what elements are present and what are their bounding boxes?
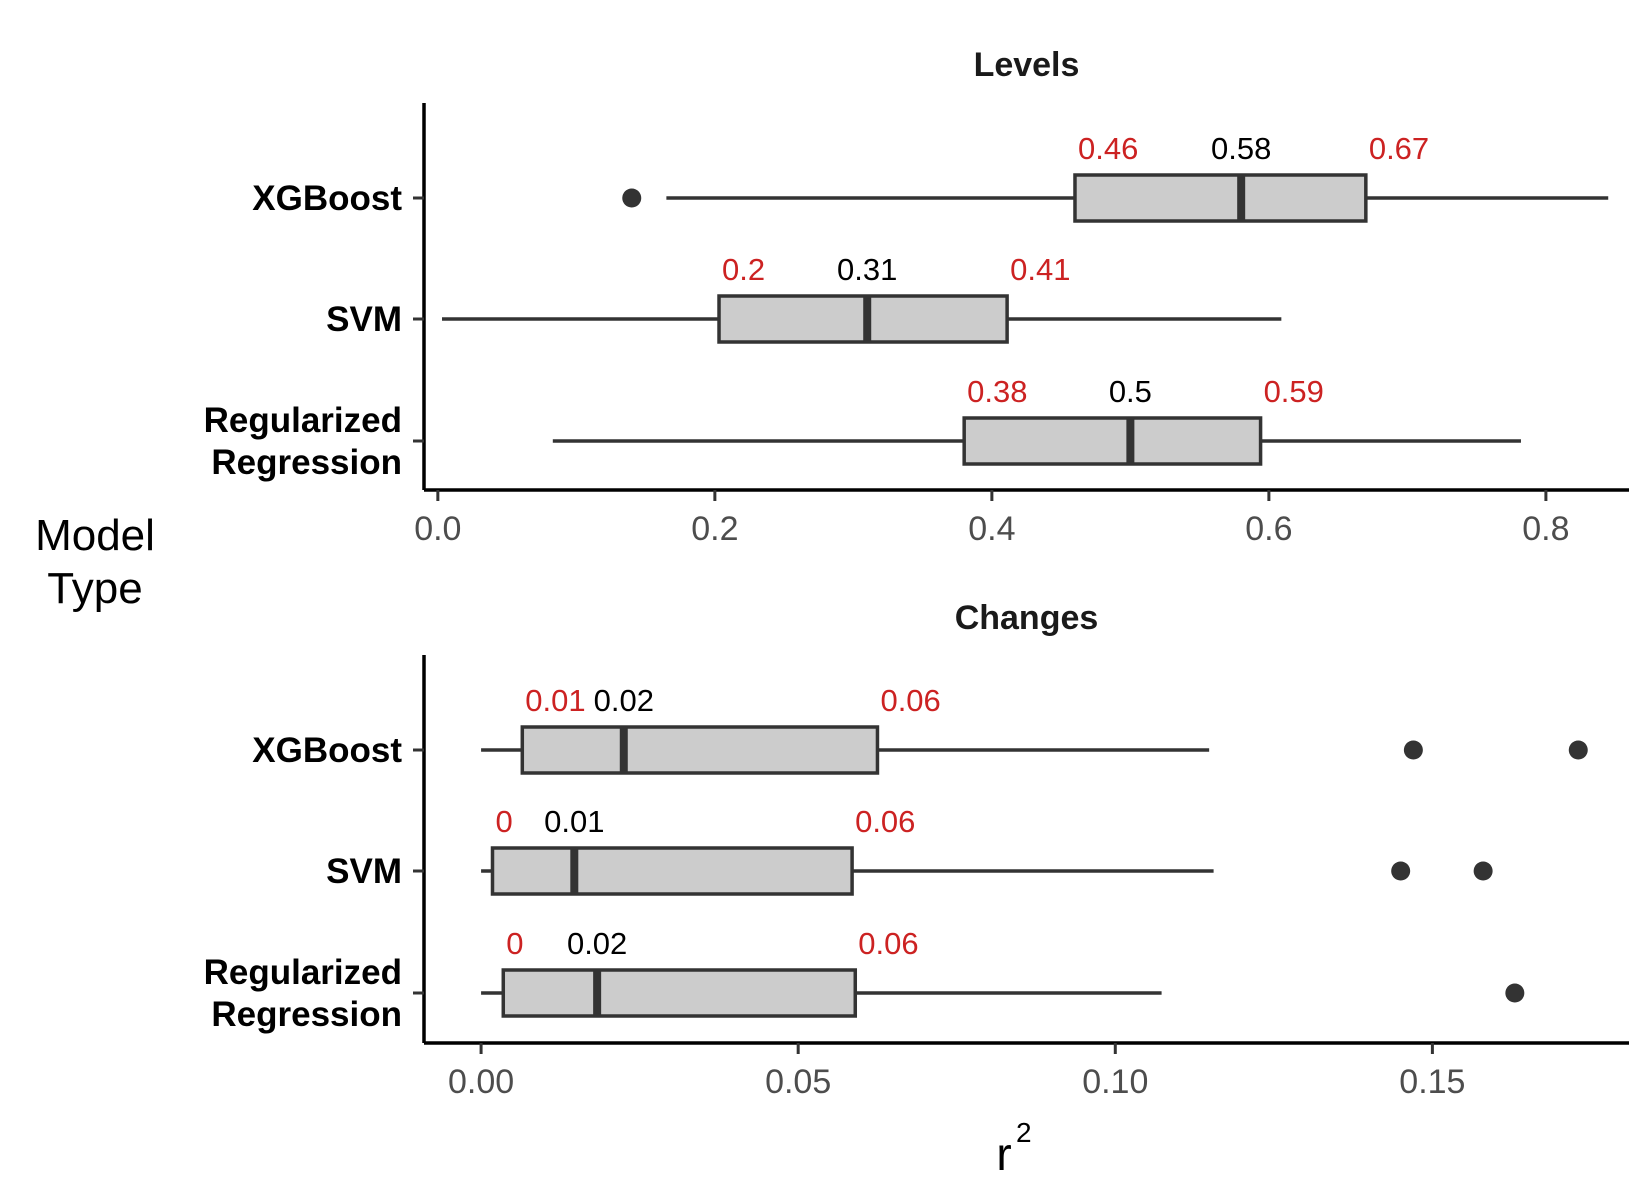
q3-label-levels-svm: 0.41 (1010, 252, 1070, 287)
outlier-levels-xgboost-0 (622, 188, 642, 208)
x-tick-label-levels-0: 0.0 (414, 510, 461, 548)
y-axis-title: Model Type (35, 511, 155, 613)
iqr-box-changes-regularized-regression (501, 968, 858, 1018)
median-label-changes-xgboost: 0.02 (594, 683, 654, 718)
q3-label-changes-svm: 0.06 (855, 804, 915, 839)
y-axis-title-line-1: Model (35, 511, 155, 560)
box-levels-xgboost: XGBoost 0.46 0.58 0.67 (252, 131, 1609, 223)
iqr-box-changes-svm (490, 846, 854, 896)
iqr-box-levels-xgboost (1073, 173, 1368, 223)
category-label-changes-xgboost: XGBoost (252, 731, 402, 770)
x-tick-label-changes-2: 0.10 (1082, 1063, 1148, 1101)
category-label-changes-svm: SVM (326, 852, 402, 891)
q3-label-changes-xgboost: 0.06 (880, 683, 940, 718)
q1-label-changes-svm: 0 (495, 804, 512, 839)
outlier-changes-regularized-regression-0 (1505, 983, 1525, 1003)
category-label-changes-regularized-regression-line-2: Regression (211, 995, 402, 1034)
q3-label-levels-xgboost: 0.67 (1369, 131, 1429, 166)
median-label-levels-svm: 0.31 (837, 252, 897, 287)
panel-changes: Changes 0.00 0.05 0.10 0.15 XGBoost 0.01 0.02 0.… (204, 599, 1629, 1101)
outlier-changes-svm-1 (1473, 861, 1493, 881)
x-tick-label-changes-0: 0.00 (448, 1063, 514, 1101)
q3-label-levels-regularized-regression: 0.59 (1264, 374, 1324, 409)
box-levels-svm: SVM 0.2 0.31 0.41 (326, 252, 1282, 344)
outlier-changes-xgboost-1 (1568, 740, 1588, 760)
x-tick-label-levels-1: 0.2 (691, 510, 738, 548)
q1-label-levels-xgboost: 0.46 (1078, 131, 1138, 166)
median-label-changes-regularized-regression: 0.02 (567, 926, 627, 961)
box-changes-svm: SVM 0 0.01 0.06 (326, 804, 1493, 896)
box-changes-xgboost: XGBoost 0.01 0.02 0.06 (252, 683, 1588, 775)
panels: Levels 0.0 0.2 0.4 0.6 0.8 XGBoost 0.46 0.58 0.67… (204, 46, 1629, 1101)
x-tick-label-levels-3: 0.6 (1245, 510, 1292, 548)
y-axis-title-line-2: Type (47, 564, 142, 613)
panel-levels: Levels 0.0 0.2 0.4 0.6 0.8 XGBoost 0.46 0.58 0.67… (204, 46, 1629, 548)
iqr-box-changes-xgboost (520, 725, 880, 775)
panel-title-changes: Changes (955, 599, 1099, 637)
q1-label-changes-regularized-regression: 0 (506, 926, 523, 961)
iqr-box-levels-regularized-regression (962, 416, 1263, 466)
q1-label-levels-svm: 0.2 (722, 252, 765, 287)
x-tick-label-levels-4: 0.8 (1522, 510, 1569, 548)
x-tick-label-levels-2: 0.4 (968, 510, 1015, 548)
category-label-levels-regularized-regression-line-1: Regularized (204, 401, 402, 440)
q1-label-levels-regularized-regression: 0.38 (967, 374, 1027, 409)
category-label-changes-regularized-regression-line-1: Regularized (204, 953, 402, 992)
x-axis-title: r 2 (996, 1117, 1031, 1180)
panel-title-levels: Levels (974, 46, 1080, 84)
x-axis-title-base: r (996, 1128, 1011, 1180)
category-label-levels-xgboost: XGBoost (252, 179, 402, 218)
outlier-changes-xgboost-0 (1403, 740, 1423, 760)
q1-label-changes-xgboost: 0.01 (525, 683, 585, 718)
median-label-levels-xgboost: 0.58 (1211, 131, 1271, 166)
median-label-changes-svm: 0.01 (544, 804, 604, 839)
x-tick-label-changes-1: 0.05 (765, 1063, 831, 1101)
iqr-box-levels-svm (717, 294, 1009, 344)
outlier-changes-svm-0 (1391, 861, 1411, 881)
q3-label-changes-regularized-regression: 0.06 (858, 926, 918, 961)
median-label-levels-regularized-regression: 0.5 (1109, 374, 1152, 409)
category-label-levels-svm: SVM (326, 300, 402, 339)
x-tick-label-changes-3: 0.15 (1399, 1063, 1465, 1101)
x-axis-title-superscript: 2 (1016, 1117, 1032, 1148)
category-label-levels-regularized-regression-line-2: Regression (211, 443, 402, 482)
